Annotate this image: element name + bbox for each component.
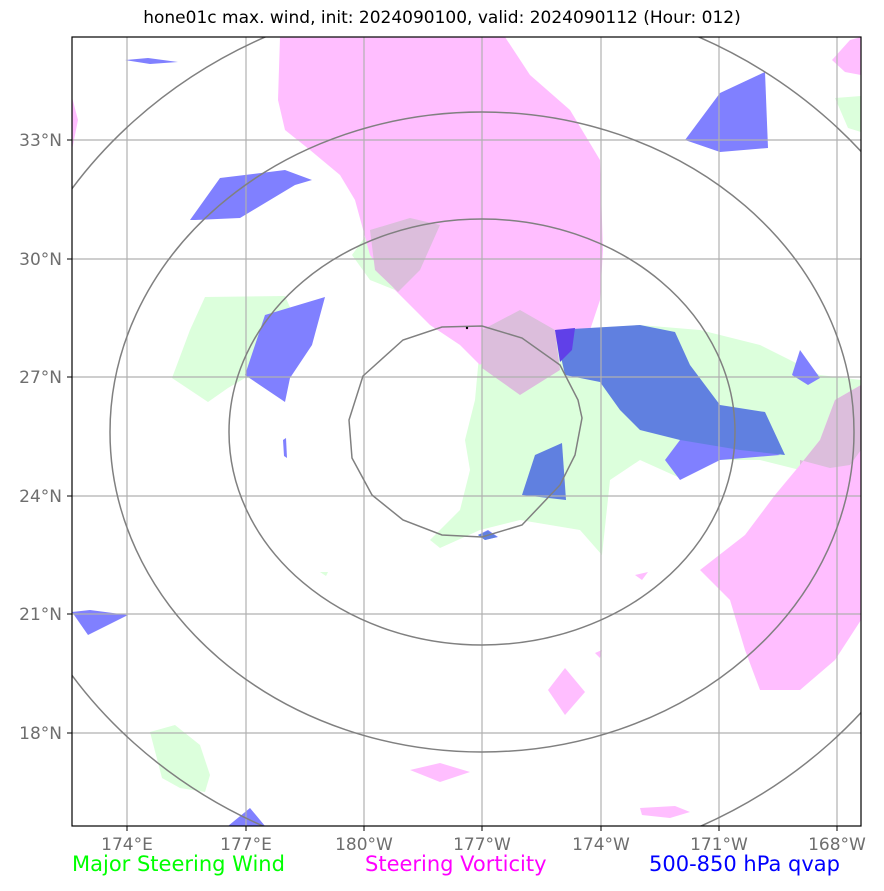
- overlap-wind-vorticity-areas: [370, 218, 861, 468]
- lat-label: 27°N: [19, 368, 62, 388]
- lon-label: 168°W: [808, 835, 866, 855]
- lat-label: 21°N: [19, 605, 62, 625]
- range-ring-inner: [348, 325, 583, 538]
- longitude-labels: 174°E 177°E 180°W 177°W 174°W 171°W 168°…: [101, 835, 866, 855]
- lon-label: 171°W: [690, 835, 748, 855]
- qvap-areas: [72, 58, 820, 826]
- overlap-wind-qvap-areas: [478, 325, 785, 540]
- map-title: hone01c max. wind, init: 2024090100, val…: [143, 8, 741, 28]
- lon-label: 180°W: [335, 835, 393, 855]
- tick-marks: [67, 139, 838, 831]
- graticule: [72, 37, 861, 826]
- overlap-all-areas: [555, 328, 575, 362]
- center-dot-icon: [465, 326, 469, 330]
- lon-label: 174°E: [101, 835, 153, 855]
- latitude-labels: 33°N 30°N 27°N 24°N 21°N 18°N: [19, 131, 62, 744]
- range-rings: [72, 37, 861, 826]
- map-frame: [71, 36, 862, 827]
- legend-qvap: 500-850 hPa qvap: [649, 852, 840, 876]
- legend-steering-wind: Major Steering Wind: [72, 852, 285, 876]
- lon-label: 174°W: [572, 835, 630, 855]
- lat-label: 18°N: [19, 724, 62, 744]
- lat-label: 24°N: [19, 487, 62, 507]
- range-ring-middle: [228, 218, 736, 646]
- lat-label: 30°N: [19, 250, 62, 270]
- lat-label: 33°N: [19, 131, 62, 151]
- legend-steering-vorticity: Steering Vorticity: [365, 852, 547, 876]
- lon-label: 177°E: [220, 835, 272, 855]
- lon-label: 177°W: [453, 835, 511, 855]
- range-ring-outer: [109, 111, 855, 753]
